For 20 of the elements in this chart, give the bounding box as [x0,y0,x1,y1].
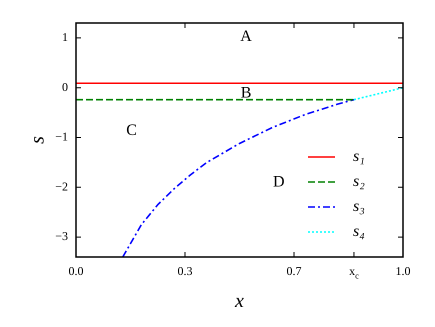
legend-label: s₄ [353,223,365,240]
x-axis-title: x [234,290,244,312]
line-series [122,98,355,257]
y-tick-label: −1 [55,130,68,144]
annotation: C [126,122,137,139]
annotation: B [240,84,252,102]
x-tick-label: 1.0 [396,264,410,278]
annotation: D [272,173,285,190]
y-tick-label: −2 [55,179,68,194]
y-tick-label: 1 [62,30,68,44]
y-tick-label: −3 [55,229,68,244]
legend-label: s₂ [353,173,366,190]
y-axis-title: s [26,136,48,144]
legend-label: s₃ [353,198,365,216]
legend-label: s₁ [353,148,365,166]
y-tick-label: 0 [62,80,68,94]
x-tick-label: 0.7 [286,264,302,278]
annotation: A [240,28,252,46]
x-tick-label: 0.0 [68,264,84,278]
x-tick-label: 0.3 [177,264,192,278]
